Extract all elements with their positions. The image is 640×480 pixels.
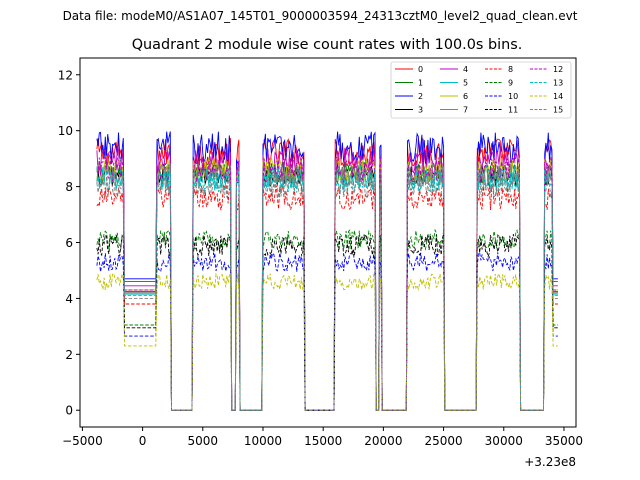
x-tick-label: 20000 xyxy=(364,434,402,448)
legend-label-1: 1 xyxy=(418,79,423,88)
x-tick-label: 15000 xyxy=(304,434,342,448)
x-tick-label: 0 xyxy=(139,434,147,448)
legend-label-5: 5 xyxy=(463,79,468,88)
legend-label-4: 4 xyxy=(463,65,468,74)
y-tick-label: 8 xyxy=(65,180,73,194)
y-tick-label: 12 xyxy=(58,68,73,82)
chart-title: Quadrant 2 module wise count rates with … xyxy=(132,37,523,53)
x-tick-label: 35000 xyxy=(545,434,583,448)
x-tick-label: 5000 xyxy=(188,434,219,448)
x-tick-label: 10000 xyxy=(244,434,282,448)
y-tick-label: 4 xyxy=(65,292,73,306)
legend-label-3: 3 xyxy=(418,106,423,115)
legend-label-11: 11 xyxy=(508,106,518,115)
x-offset-text: +3.23e8 xyxy=(524,455,576,469)
series-line-15 xyxy=(96,175,558,411)
legend-box xyxy=(390,61,572,119)
y-axis: 0 2 4 6 8 10 12 xyxy=(58,68,80,418)
legend-label-8: 8 xyxy=(508,65,513,74)
legend-label-12: 12 xyxy=(553,65,563,74)
legend-label-9: 9 xyxy=(508,79,513,88)
series-layer xyxy=(96,131,558,411)
y-tick-label: 6 xyxy=(65,236,73,250)
legend-label-0: 0 xyxy=(418,65,423,74)
x-tick-label: −5000 xyxy=(62,434,103,448)
legend-label-6: 6 xyxy=(463,92,468,101)
legend-label-2: 2 xyxy=(418,92,423,101)
legend-label-13: 13 xyxy=(553,79,563,88)
x-tick-label: 30000 xyxy=(485,434,523,448)
y-tick-label: 0 xyxy=(65,404,73,418)
y-tick-label: 2 xyxy=(65,348,73,362)
legend-label-15: 15 xyxy=(553,106,563,115)
x-axis: −5000 0 5000 10000 15000 20000 25000 30000 35000 xyxy=(62,427,583,448)
legend-label-10: 10 xyxy=(508,92,518,101)
x-tick-label: 25000 xyxy=(424,434,462,448)
chart-suptitle: Data file: modeM0/AS1A07_145T01_90000035… xyxy=(63,9,578,23)
legend-label-14: 14 xyxy=(553,92,563,101)
y-tick-label: 10 xyxy=(58,124,73,138)
legend-label-7: 7 xyxy=(463,106,468,115)
